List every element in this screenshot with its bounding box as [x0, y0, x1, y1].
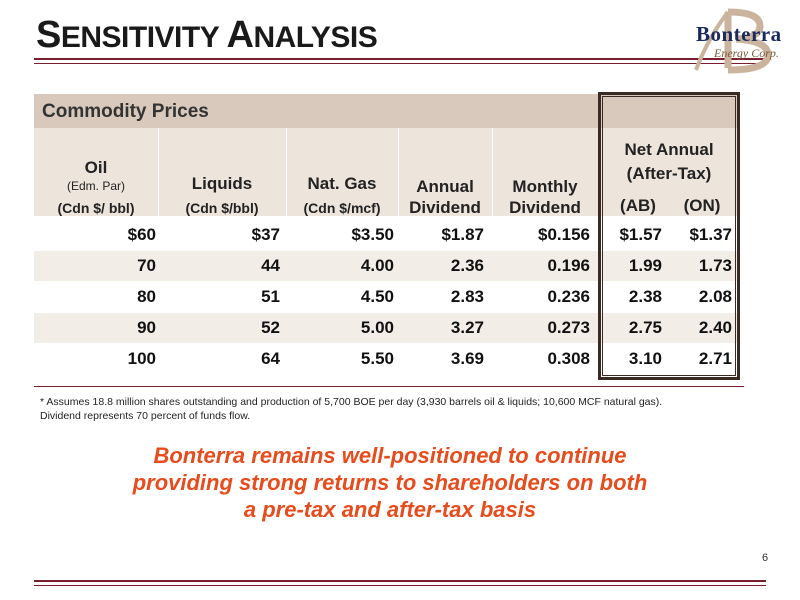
- cell-on: 2.40: [698, 318, 732, 337]
- page-number: 6: [762, 552, 769, 564]
- callout-line-3: a pre-tax and after-tax basis: [243, 497, 537, 522]
- header-liquids-unit: (Cdn $/bbl): [185, 200, 259, 216]
- cell-oil: $60: [127, 225, 156, 244]
- footer-rule-thin: [34, 585, 766, 586]
- header-monthly-dividend: Monthly Dividend: [509, 177, 581, 217]
- cell-ab: $1.57: [619, 225, 662, 244]
- title-underline: [34, 58, 766, 60]
- cell-gas: 5.50: [360, 349, 394, 368]
- cell-on: 2.08: [698, 287, 732, 306]
- cell-monthly: 0.236: [547, 287, 590, 306]
- cell-liquids: 64: [261, 349, 280, 368]
- commodity-prices-bar: Commodity Prices: [34, 94, 740, 128]
- cell-gas: 4.00: [360, 256, 394, 275]
- cell-monthly: 0.196: [547, 256, 590, 275]
- cell-liquids: 52: [261, 318, 280, 337]
- cell-liquids: 44: [261, 256, 280, 275]
- slide-title: SENSITIVITY ANALYSIS: [36, 14, 378, 57]
- cell-annual: 2.36: [450, 256, 484, 275]
- title-underline-thin: [34, 63, 766, 64]
- footnote-line-1: * Assumes 18.8 million shares outstandin…: [40, 396, 663, 408]
- title-part: NALYSIS: [253, 21, 378, 54]
- cell-gas: 5.00: [360, 318, 394, 337]
- footnote: * Assumes 18.8 million shares outstandin…: [40, 395, 662, 423]
- title-part: S: [36, 14, 61, 56]
- header-on: (ON): [683, 196, 721, 215]
- cell-liquids: 51: [261, 287, 280, 306]
- cell-ab: 2.38: [628, 287, 662, 306]
- callout-line-2: providing strong returns to shareholders…: [132, 470, 648, 495]
- cell-ab: 3.10: [628, 349, 662, 368]
- header-gas: Nat. Gas: [307, 174, 377, 193]
- cell-oil: 100: [127, 349, 156, 368]
- section-label: Commodity Prices: [42, 101, 209, 122]
- cell-oil: 70: [137, 256, 156, 275]
- cell-on: $1.37: [689, 225, 732, 244]
- cell-annual: 3.69: [450, 349, 484, 368]
- cell-oil: 80: [137, 287, 156, 306]
- cell-oil: 90: [137, 318, 156, 337]
- cell-liquids: $37: [251, 225, 280, 244]
- header-liquids: Liquids: [191, 174, 253, 193]
- cell-gas: $3.50: [351, 225, 394, 244]
- header-oil-unit: (Cdn $/ bbl): [57, 200, 135, 216]
- cell-gas: 4.50: [360, 287, 394, 306]
- cell-ab: 2.75: [628, 318, 662, 337]
- callout-line-1: Bonterra remains well-positioned to cont…: [153, 443, 627, 468]
- table-row: $60 $37 $3.50 $1.87 $0.156 $1.57 $1.37: [34, 220, 740, 250]
- cell-ab: 1.99: [628, 256, 662, 275]
- header-net-annual: Net Annual (After-Tax): [624, 140, 714, 183]
- cell-on: 2.71: [698, 349, 732, 368]
- table-row: 70 44 4.00 2.36 0.196 1.99 1.73: [34, 251, 740, 281]
- net-annual-highlight-inner: [602, 96, 736, 376]
- callout-statement: Bonterra remains well-positioned to cont…: [60, 442, 720, 523]
- footer-rule: [34, 580, 766, 582]
- table-row: 80 51 4.50 2.83 0.236 2.38 2.08: [34, 282, 740, 312]
- header-annual-dividend: Annual Dividend: [409, 177, 481, 217]
- header-ab: (AB): [620, 196, 656, 215]
- table-bottom-rule: [34, 386, 744, 387]
- title-part: ENSITIVITY: [60, 21, 227, 54]
- cell-annual: 3.27: [450, 318, 484, 337]
- column-header-band: [34, 128, 740, 216]
- sensitivity-table: Commodity Prices Oil (Edm. Par) (Cdn $/ …: [34, 92, 744, 384]
- cell-monthly: 0.273: [547, 318, 590, 337]
- footnote-line-2: Dividend represents 70 percent of funds …: [40, 410, 251, 422]
- net-annual-highlight-box: [598, 92, 740, 380]
- logo-subtitle: Energy Corp.: [714, 46, 779, 60]
- table-row: 90 52 5.00 3.27 0.273 2.75 2.40: [34, 313, 740, 343]
- table-row: 100 64 5.50 3.69 0.308 3.10 2.71: [34, 344, 740, 374]
- cell-annual: 2.83: [450, 287, 484, 306]
- cell-monthly: $0.156: [538, 225, 590, 244]
- cell-on: 1.73: [698, 256, 732, 275]
- cell-annual: $1.87: [441, 225, 484, 244]
- logo-b-mark-icon: [694, 8, 772, 74]
- cell-monthly: 0.308: [547, 349, 590, 368]
- bonterra-logo: Bonterra Energy Corp.: [688, 8, 788, 78]
- header-oil-sub: (Edm. Par): [66, 179, 125, 193]
- header-gas-unit: (Cdn $/mcf): [303, 200, 381, 216]
- header-oil: Oil: [84, 158, 108, 177]
- title-part: A: [226, 14, 254, 56]
- logo-wordmark: Bonterra: [696, 22, 782, 46]
